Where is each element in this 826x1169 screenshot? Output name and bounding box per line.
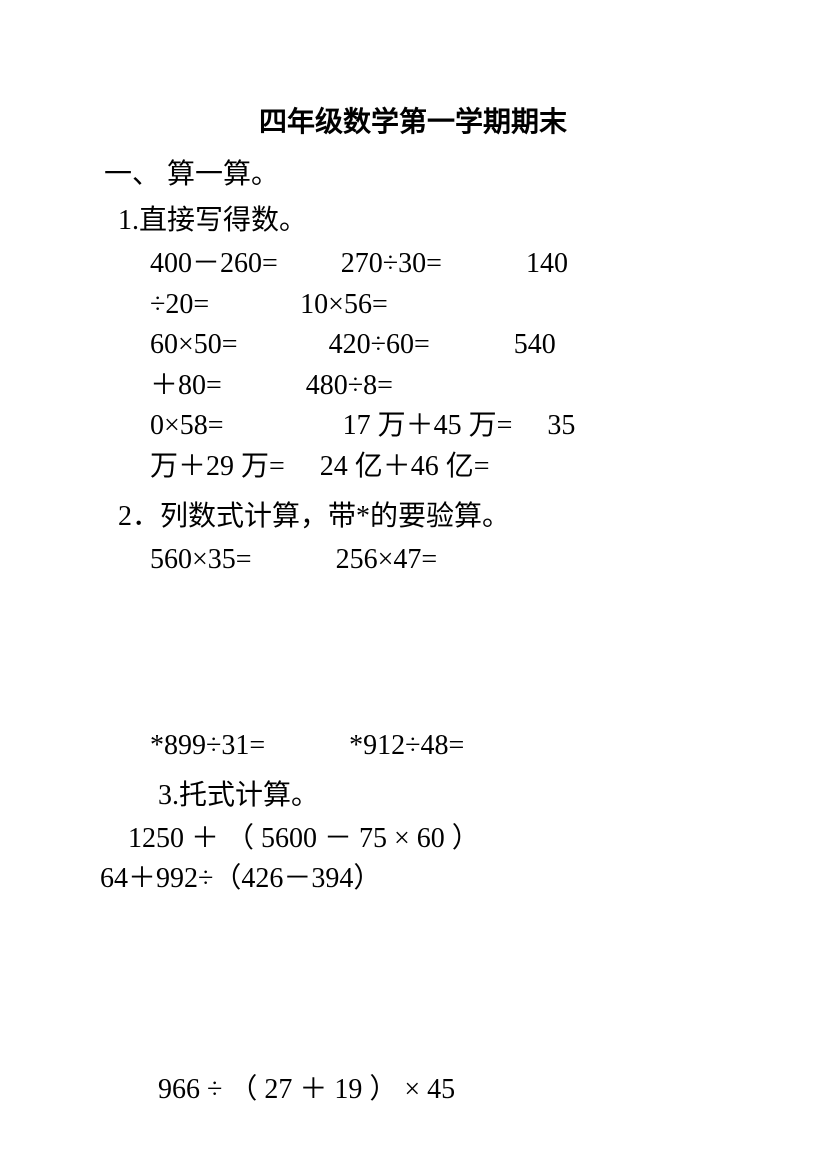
q2-heading: 2．列数式计算，带*的要验算。 [100, 494, 726, 534]
q3-line1: 1250 ＋ （ 5600 － 75 × 60 ） [100, 823, 480, 854]
q3-problems-b: 966 ÷ （ 27 ＋ 19 ） × 45 [100, 1070, 726, 1111]
q3-line3: 966 ÷ （ 27 ＋ 19 ） × 45 [130, 1074, 455, 1105]
q1-heading: 1.直接写得数。 [100, 198, 726, 238]
q2-problems-a: 560×35= 256×47= [100, 540, 726, 581]
q1-line1: 400－260= 270÷30= 140 [150, 248, 568, 279]
page-title: 四年级数学第一学期期末 [100, 100, 726, 140]
section-heading: 一、 算一算。 [100, 152, 726, 192]
q1-line4: ＋80= 480÷8= [150, 370, 393, 401]
q2-line2: *899÷31= *912÷48= [150, 730, 464, 761]
q3-heading: 3.托式计算。 [100, 773, 726, 813]
q2-problems-b: *899÷31= *912÷48= [100, 726, 726, 767]
q1-line5: 0×58= 17 万＋45 万= 35 [150, 410, 575, 441]
q1-line3: 60×50= 420÷60= 540 [150, 329, 556, 360]
q3-problems-a: 1250 ＋ （ 5600 － 75 × 60 ） 64＋992÷（426－39… [100, 819, 726, 900]
workspace-gap-2 [100, 900, 726, 1070]
q2-line1: 560×35= 256×47= [150, 544, 437, 575]
q3-line2: 64＋992÷（426－394） [100, 863, 381, 894]
workspace-gap [100, 586, 726, 726]
q1-line6: 万＋29 万= 24 亿＋46 亿= [150, 451, 490, 482]
q1-problems: 400－260= 270÷30= 140 ÷20= 10×56= 60×50= … [100, 244, 726, 488]
q1-line2: ÷20= 10×56= [150, 289, 388, 320]
